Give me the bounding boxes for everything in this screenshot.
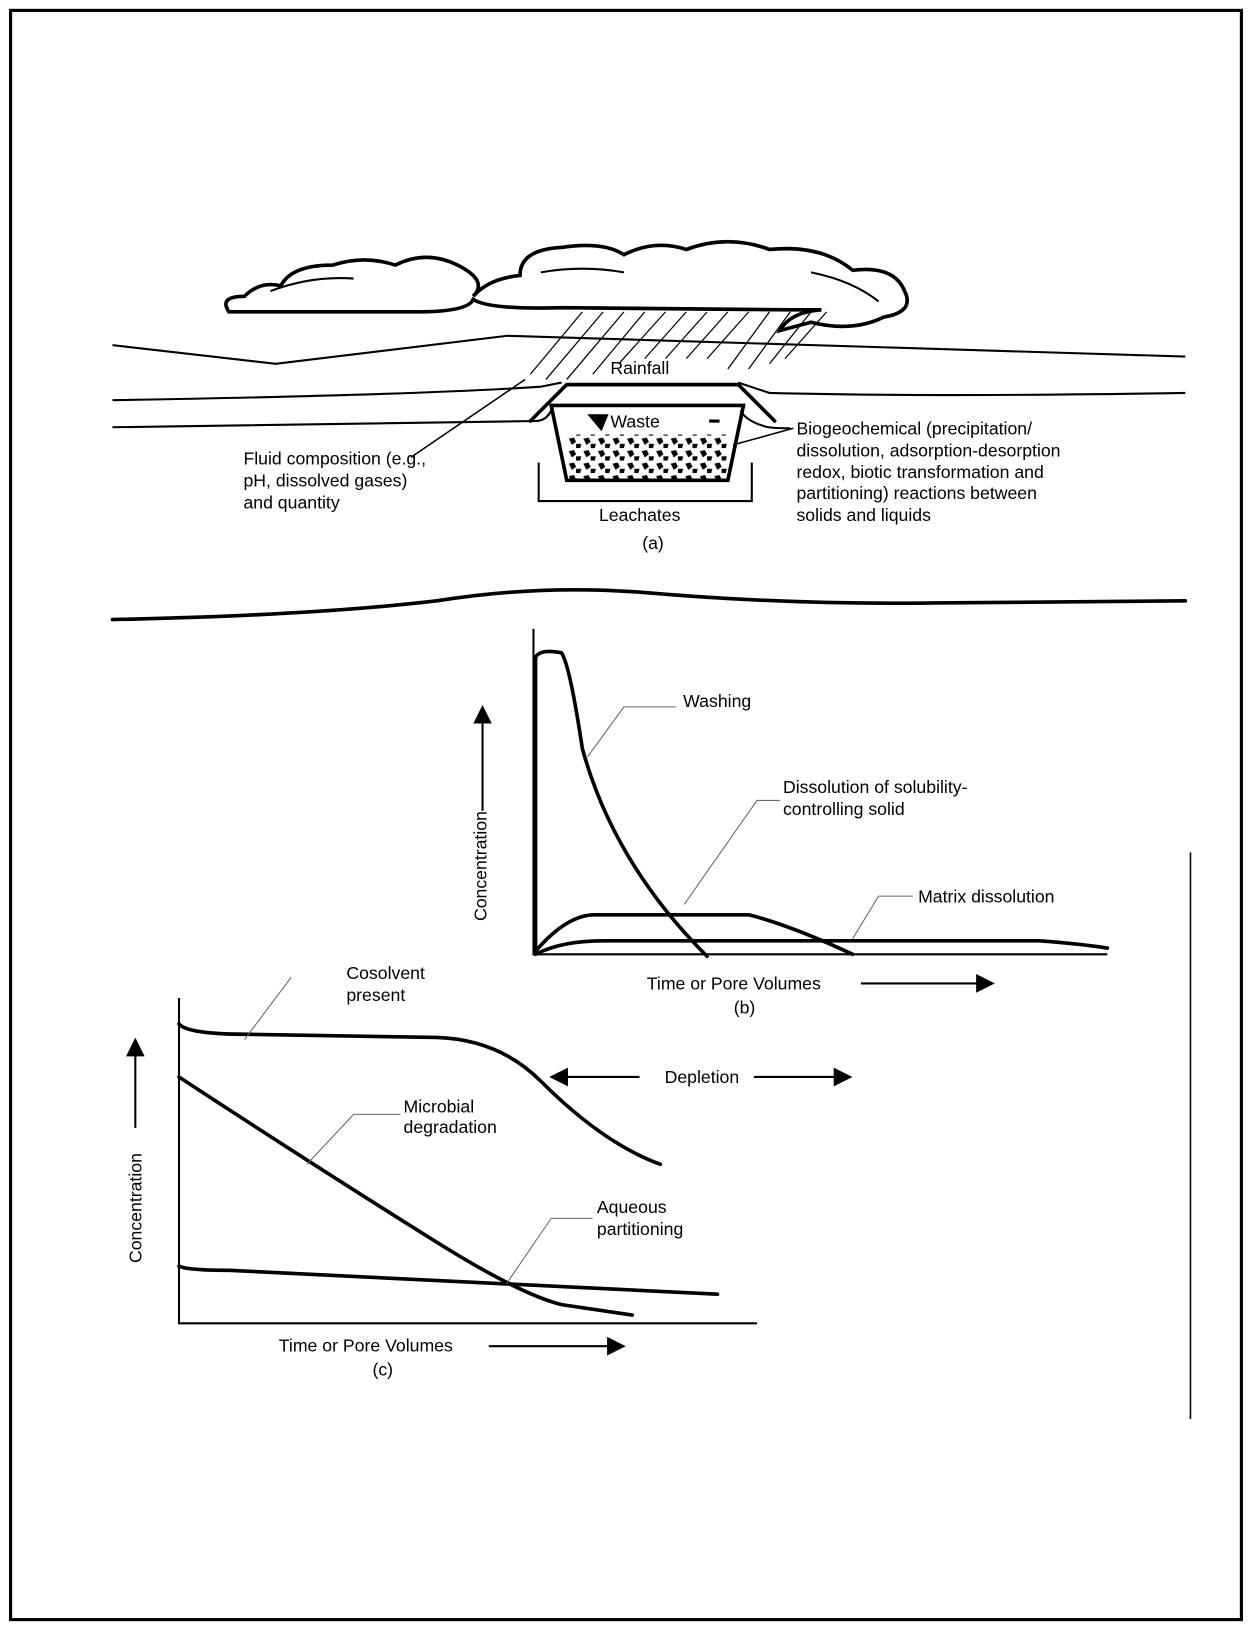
x-label: Time or Pore Volumes — [647, 974, 821, 994]
curve-label: Matrix dissolution — [918, 886, 1054, 906]
leader — [307, 1114, 401, 1164]
y-label: Concentration — [471, 811, 491, 921]
leader — [506, 1218, 592, 1283]
leader — [244, 977, 291, 1039]
waste-gravel — [567, 435, 728, 481]
figure: Rainfall Waste Leachates (a) Fluid compo… — [0, 0, 1252, 1630]
aqueous-curve — [179, 1266, 717, 1294]
waste-label: Waste — [610, 411, 660, 431]
caption: (c) — [372, 1359, 393, 1379]
ground-line — [112, 411, 790, 429]
leader — [853, 896, 913, 939]
fluid-note: Fluid composition (e.g., — [243, 449, 426, 469]
rainfall-label: Rainfall — [610, 358, 669, 378]
curve-label: controlling solid — [783, 799, 905, 819]
divider — [112, 590, 1185, 620]
matrix-curve — [536, 941, 1108, 955]
caption: (b) — [734, 998, 756, 1018]
washing-curve — [536, 651, 708, 956]
axes — [179, 998, 757, 1323]
curve-label: degradation — [404, 1117, 497, 1137]
fluid-note: and quantity — [243, 492, 339, 512]
reaction-note: partitioning) reactions between — [796, 483, 1036, 503]
curve-label: Aqueous — [597, 1197, 667, 1217]
caption: (a) — [642, 533, 664, 553]
cloud — [226, 242, 907, 331]
reaction-note: redox, biotic transformation and — [796, 462, 1043, 482]
reaction-note: dissolution, adsorption-desorption — [796, 440, 1060, 460]
curve-label: present — [346, 985, 405, 1005]
rainfall-hatch — [530, 312, 826, 380]
reaction-leader — [733, 428, 793, 445]
dissolution-curve — [536, 915, 853, 955]
curve-label: Washing — [683, 691, 751, 711]
page: Rainfall Waste Leachates (a) Fluid compo… — [0, 0, 1252, 1630]
curve-label: Cosolvent — [346, 963, 425, 983]
fluid-note: pH, dissolved gases) — [243, 471, 407, 491]
depletion-label: Depletion — [665, 1067, 740, 1087]
cosolvent-curve — [179, 1024, 660, 1164]
leader — [588, 707, 676, 757]
reaction-note: Biogeochemical (precipitation/ — [796, 419, 1032, 439]
curve-label: partitioning — [597, 1219, 683, 1239]
x-label: Time or Pore Volumes — [279, 1335, 453, 1355]
leader — [684, 800, 780, 904]
curve-label: Microbial — [404, 1096, 475, 1116]
leachates-label: Leachates — [599, 505, 681, 525]
y-label: Concentration — [126, 1153, 146, 1263]
cloud-shade — [270, 269, 878, 302]
reaction-note: solids and liquids — [796, 505, 931, 525]
curve-label: Dissolution of solubility- — [783, 777, 968, 797]
